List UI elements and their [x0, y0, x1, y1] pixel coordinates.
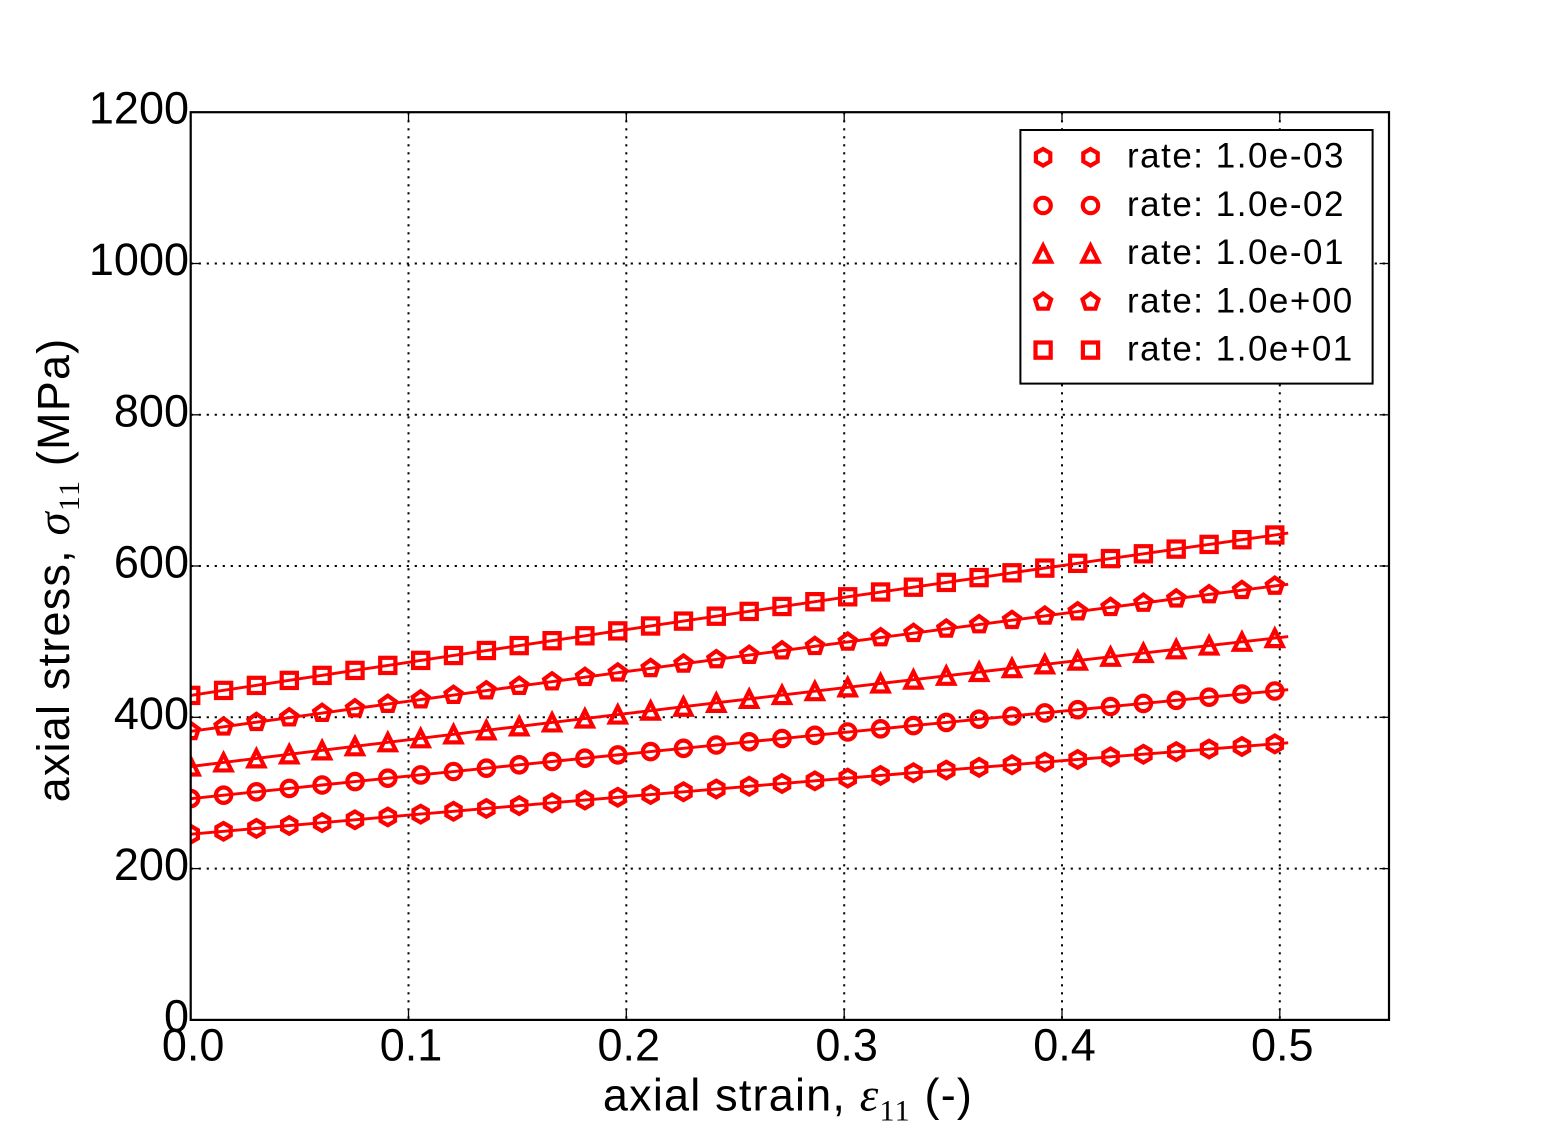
- svg-text:600: 600: [114, 537, 189, 588]
- svg-text:0.5: 0.5: [1251, 1020, 1314, 1071]
- svg-text:rate: 1.0e+00: rate: 1.0e+00: [1127, 281, 1354, 320]
- svg-text:0.1: 0.1: [380, 1020, 443, 1071]
- svg-text:rate: 1.0e-02: rate: 1.0e-02: [1127, 185, 1345, 224]
- svg-text:rate: 1.0e+01: rate: 1.0e+01: [1127, 330, 1354, 369]
- svg-text:1000: 1000: [89, 234, 189, 285]
- svg-text:0.2: 0.2: [598, 1020, 661, 1071]
- svg-text:rate: 1.0e-01: rate: 1.0e-01: [1127, 233, 1345, 272]
- svg-text:0.3: 0.3: [815, 1020, 878, 1071]
- svg-text:0: 0: [164, 990, 189, 1041]
- svg-text:0.0: 0.0: [162, 1020, 225, 1071]
- svg-text:axial stress, σ11 (MPa): axial stress, σ11 (MPa): [28, 338, 86, 803]
- svg-text:800: 800: [114, 385, 189, 436]
- svg-text:1200: 1200: [89, 83, 189, 134]
- svg-text:0.4: 0.4: [1033, 1020, 1096, 1071]
- svg-text:rate: 1.0e-03: rate: 1.0e-03: [1127, 137, 1345, 176]
- svg-text:200: 200: [114, 839, 189, 890]
- svg-text:axial strain, ε11 (-): axial strain, ε11 (-): [603, 1070, 973, 1128]
- svg-text:400: 400: [114, 688, 189, 739]
